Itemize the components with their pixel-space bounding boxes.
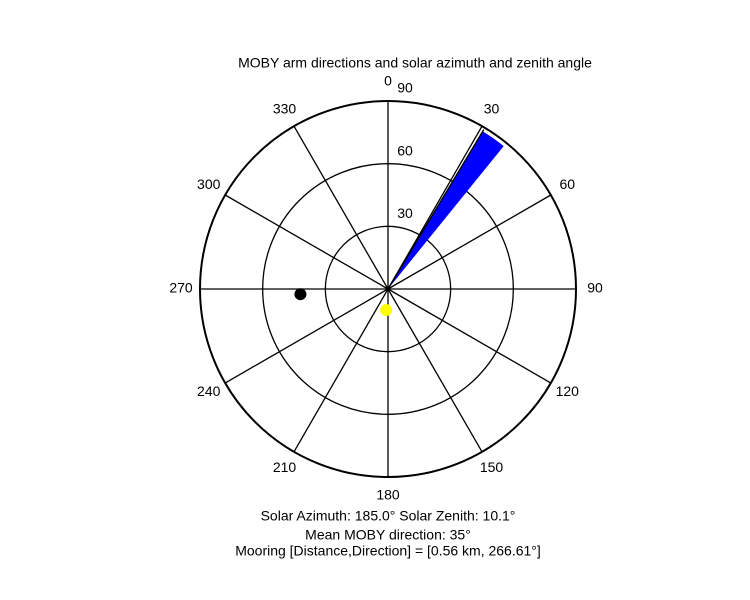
- ring: [199, 100, 577, 478]
- theta-tick-label: 300: [197, 176, 221, 192]
- annotation: Mooring [Distance,Direction] = [0.56 km,…: [235, 543, 541, 559]
- arm-line: [387, 129, 485, 290]
- annotation: Solar Azimuth: 185.0° Solar Zenith: 10.1…: [261, 508, 516, 524]
- theta-tick-label: 240: [197, 383, 221, 399]
- theta-tick-label: 0: [384, 73, 392, 89]
- r-tick-label: 60: [397, 142, 413, 158]
- spoke: [387, 288, 552, 384]
- chart-title: MOBY arm directions and solar azimuth an…: [238, 55, 592, 71]
- theta-tick-label: 270: [169, 280, 193, 296]
- theta-tick-label: 120: [556, 383, 580, 399]
- spoke: [224, 194, 389, 290]
- ring: [262, 163, 514, 415]
- theta-tick-label: 180: [376, 487, 400, 503]
- point: [380, 304, 393, 317]
- theta-tick-label: 90: [587, 280, 603, 296]
- theta-tick-label: 330: [273, 100, 297, 116]
- theta-tick-label: 150: [480, 459, 504, 475]
- spoke: [293, 288, 389, 453]
- spoke: [387, 194, 552, 290]
- r-tick-label: 90: [397, 80, 413, 96]
- point: [294, 288, 307, 301]
- spoke: [224, 288, 389, 384]
- spoke: [387, 288, 483, 453]
- spoke: [293, 125, 389, 290]
- wedge: [388, 131, 504, 289]
- theta-tick-label: 60: [559, 176, 575, 192]
- theta-tick-label: 30: [484, 100, 500, 116]
- annotation: Mean MOBY direction: 35°: [305, 527, 471, 543]
- r-tick-label: 30: [397, 205, 413, 221]
- ring: [324, 225, 452, 353]
- theta-tick-label: 210: [273, 459, 297, 475]
